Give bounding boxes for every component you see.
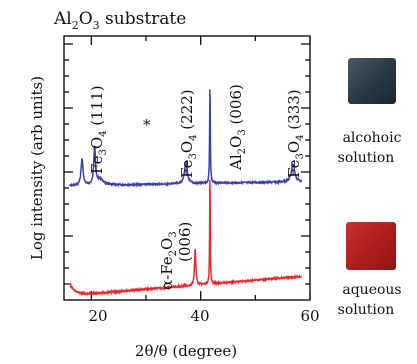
annotation-fe2o3-formula: α-Fe2O3 <box>158 231 179 290</box>
x-tick-label-60: 60 <box>300 307 319 325</box>
sample-label-aqueous-2: solution <box>338 302 395 318</box>
x-tick-label-40: 40 <box>190 307 209 325</box>
sample-label-alcoholic-1: alcohoic <box>343 130 402 146</box>
annotation-fe2o3-index: (006) <box>176 222 194 262</box>
series-line-0 <box>69 89 303 189</box>
annotation-fe3o4-222: Fe3O4 (222) <box>178 89 199 178</box>
annotation-fe3o4-111: Fe3O4 (111) <box>88 85 109 174</box>
series-group <box>68 89 303 298</box>
tick-marks <box>64 36 311 300</box>
sample-photo-aqueous <box>346 222 396 270</box>
annotation-al2o3-006: Al2O3 (006) <box>227 84 248 171</box>
y-axis-label: Log intensity (arb units) <box>28 76 46 260</box>
sample-photo-alcoholic <box>348 58 396 104</box>
annotation-fe3o4-333: Fe3O4 (333) <box>285 89 306 178</box>
chart-title: Al2O3 substrate <box>53 9 186 32</box>
x-tick-label-20: 20 <box>88 307 107 325</box>
annotation-star: * <box>143 116 151 134</box>
sample-label-aqueous-1: aqueous <box>342 282 401 298</box>
series-line-1 <box>68 179 303 298</box>
sample-label-alcoholic-2: solution <box>338 150 395 166</box>
plot-frame <box>63 35 311 301</box>
x-axis-label: 2θ/θ (degree) <box>135 342 237 360</box>
